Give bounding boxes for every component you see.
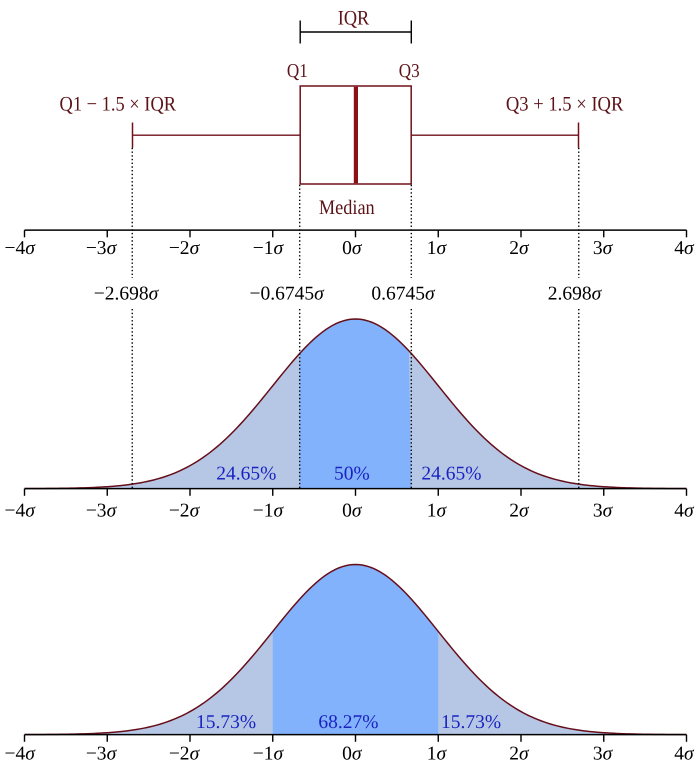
svg-text:0.6745σ: 0.6745σ — [371, 284, 436, 305]
svg-text:−4σ: −4σ — [5, 743, 37, 764]
svg-text:−3σ: −3σ — [86, 501, 118, 522]
svg-text:−0.6745σ: −0.6745σ — [249, 284, 325, 305]
svg-text:4σ: 4σ — [674, 743, 695, 764]
svg-text:−1σ: −1σ — [253, 238, 285, 259]
svg-text:2.698σ: 2.698σ — [548, 284, 603, 305]
svg-text:−1σ: −1σ — [253, 501, 285, 522]
svg-text:24.65%: 24.65% — [216, 463, 276, 484]
svg-text:Q3 + 1.5 × IQR: Q3 + 1.5 × IQR — [506, 94, 624, 116]
svg-text:−2σ: −2σ — [169, 501, 201, 522]
svg-text:0σ: 0σ — [342, 743, 363, 764]
svg-text:Q1: Q1 — [287, 61, 308, 82]
svg-text:−2σ: −2σ — [169, 238, 201, 259]
svg-text:IQR: IQR — [338, 8, 370, 30]
svg-text:2σ: 2σ — [509, 501, 530, 522]
svg-text:−3σ: −3σ — [86, 238, 118, 259]
svg-text:24.65%: 24.65% — [421, 463, 481, 484]
svg-text:2σ: 2σ — [509, 743, 530, 764]
svg-text:1σ: 1σ — [427, 501, 448, 522]
svg-text:68.27%: 68.27% — [318, 712, 378, 733]
svg-text:50%: 50% — [334, 463, 370, 484]
svg-text:1σ: 1σ — [427, 743, 448, 764]
svg-text:0σ: 0σ — [342, 238, 363, 259]
svg-text:Q1 − 1.5 × IQR: Q1 − 1.5 × IQR — [60, 94, 177, 116]
svg-text:2σ: 2σ — [509, 238, 530, 259]
svg-text:15.73%: 15.73% — [441, 712, 501, 733]
svg-text:4σ: 4σ — [674, 238, 695, 259]
svg-text:−3σ: −3σ — [86, 743, 118, 764]
svg-text:Median: Median — [319, 197, 375, 219]
svg-text:Q3: Q3 — [399, 61, 420, 82]
svg-text:−2σ: −2σ — [169, 743, 201, 764]
svg-text:3σ: 3σ — [593, 238, 614, 259]
svg-text:1σ: 1σ — [427, 238, 448, 259]
svg-text:3σ: 3σ — [593, 501, 614, 522]
svg-text:−2.698σ: −2.698σ — [94, 284, 160, 305]
svg-text:3σ: 3σ — [593, 743, 614, 764]
svg-text:−4σ: −4σ — [5, 501, 37, 522]
svg-text:−4σ: −4σ — [5, 238, 37, 259]
svg-text:4σ: 4σ — [674, 501, 695, 522]
svg-text:0σ: 0σ — [342, 501, 363, 522]
svg-text:−1σ: −1σ — [253, 743, 285, 764]
svg-text:15.73%: 15.73% — [196, 712, 256, 733]
